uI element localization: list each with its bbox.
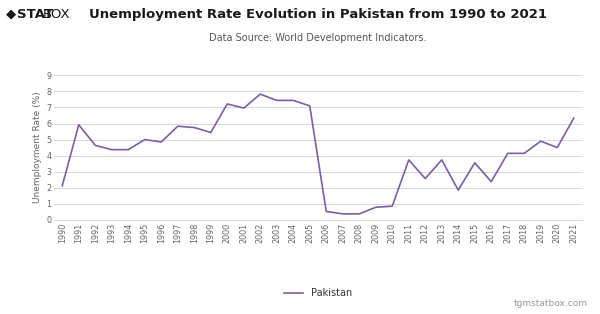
Text: BOX: BOX: [43, 8, 71, 21]
Text: Data Source: World Development Indicators.: Data Source: World Development Indicator…: [209, 33, 427, 43]
Text: ◆: ◆: [6, 8, 21, 21]
Text: tgmstatbox.com: tgmstatbox.com: [514, 299, 588, 308]
Legend: Pakistan: Pakistan: [280, 284, 356, 302]
Text: Unemployment Rate Evolution in Pakistan from 1990 to 2021: Unemployment Rate Evolution in Pakistan …: [89, 8, 547, 21]
Y-axis label: Unemployment Rate (%): Unemployment Rate (%): [33, 92, 42, 203]
Text: STAT: STAT: [17, 8, 53, 21]
